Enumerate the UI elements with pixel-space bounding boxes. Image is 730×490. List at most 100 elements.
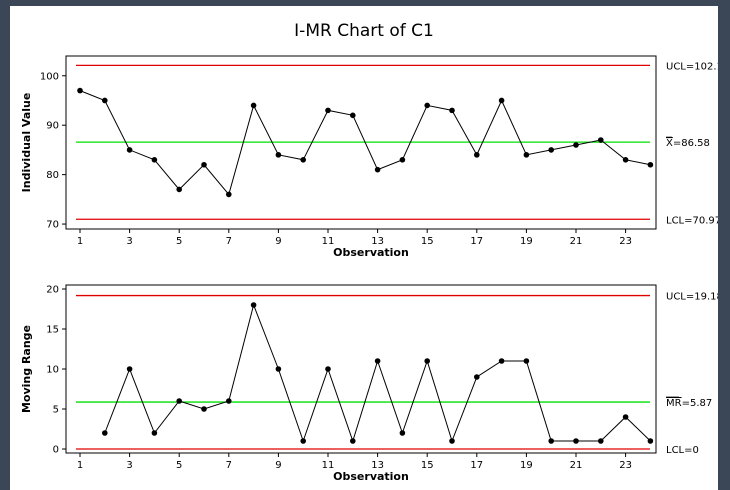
- data-point: [250, 102, 257, 109]
- lcl-label: LCL=0: [666, 445, 699, 456]
- x-tick-label: 15: [421, 460, 434, 471]
- y-tick-label: 80: [46, 170, 59, 181]
- lcl-label: LCL=70.97: [666, 215, 718, 226]
- x-tick-label: 21: [570, 236, 583, 247]
- center-label: X=86.58: [666, 138, 710, 149]
- x-axis-label: Observation: [333, 246, 409, 259]
- x-tick-label: 11: [322, 236, 335, 247]
- center-value: =86.58: [673, 138, 710, 149]
- center-symbol: X: [666, 138, 673, 149]
- y-tick-label: 70: [46, 220, 59, 231]
- x-tick-label: 3: [126, 460, 132, 471]
- y-tick-label: 90: [46, 121, 59, 132]
- x-tick-label: 17: [470, 460, 483, 471]
- x-tick-label: 15: [421, 236, 434, 247]
- data-point: [176, 398, 182, 404]
- center-label: MR=5.87: [666, 398, 712, 409]
- data-point: [548, 438, 554, 444]
- data-point: [374, 358, 381, 364]
- x-tick-label: 1: [77, 460, 83, 471]
- data-point: [300, 157, 307, 163]
- data-point: [350, 438, 356, 444]
- x-tick-label: 9: [275, 236, 281, 247]
- x-tick-label: 13: [371, 236, 384, 247]
- y-axis-label: Individual Value: [20, 93, 33, 193]
- data-point: [647, 438, 654, 444]
- x-tick-label: 7: [226, 460, 232, 471]
- data-point: [374, 166, 381, 173]
- x-tick-label: 23: [619, 236, 632, 247]
- data-point: [622, 414, 629, 420]
- ucl-label: UCL=102.1: [666, 61, 718, 72]
- data-point: [102, 430, 108, 436]
- data-point: [424, 102, 431, 109]
- data-point: [598, 438, 604, 444]
- x-tick-label: 5: [176, 236, 182, 247]
- data-point: [151, 157, 158, 163]
- data-point: [573, 438, 579, 444]
- x-tick-label: 17: [470, 236, 483, 247]
- data-point: [548, 147, 554, 153]
- y-tick-label: 5: [53, 405, 59, 416]
- y-tick-label: 20: [46, 285, 59, 296]
- x-tick-label: 9: [275, 460, 281, 471]
- data-point: [176, 186, 182, 193]
- data-point: [598, 137, 604, 143]
- data-point: [126, 147, 133, 153]
- x-tick-label: 19: [520, 460, 533, 471]
- data-point: [126, 366, 133, 372]
- data-point: [201, 161, 207, 168]
- x-tick-label: 1: [77, 236, 83, 247]
- center-value: =5.87: [682, 398, 713, 409]
- y-tick-label: 10: [46, 365, 59, 376]
- series-line: [79, 90, 651, 196]
- data-point: [300, 438, 307, 444]
- y-tick-label: 15: [46, 325, 59, 336]
- data-point: [523, 152, 530, 158]
- data-point: [275, 152, 282, 158]
- data-point: [102, 97, 108, 104]
- x-tick-label: 23: [619, 460, 632, 471]
- x-axis-label: Observation: [333, 470, 409, 483]
- data-point: [226, 191, 232, 198]
- y-tick-label: 0: [53, 445, 59, 456]
- data-point: [449, 107, 455, 114]
- chart-title: I-MR Chart of C1: [294, 21, 434, 41]
- ucl-label: UCL=19.18: [666, 292, 718, 303]
- x-tick-label: 7: [226, 236, 232, 247]
- y-axis-label: Moving Range: [20, 325, 33, 413]
- data-point: [498, 97, 505, 104]
- data-point: [399, 157, 406, 163]
- data-point: [226, 398, 232, 404]
- x-tick-label: 19: [520, 236, 533, 247]
- data-point: [151, 430, 158, 436]
- series-line: [104, 303, 651, 443]
- data-point: [275, 366, 282, 372]
- data-point: [250, 302, 257, 308]
- data-point: [325, 366, 331, 372]
- data-point: [523, 358, 530, 364]
- data-point: [647, 161, 654, 168]
- data-point: [622, 157, 629, 163]
- x-tick-label: 11: [322, 460, 335, 471]
- x-tick-label: 5: [176, 460, 182, 471]
- plot-frame: [65, 55, 657, 230]
- data-point: [399, 430, 406, 436]
- center-symbol: MR: [666, 398, 682, 409]
- data-point: [424, 358, 431, 364]
- data-point: [325, 107, 331, 114]
- x-tick-label: 3: [126, 236, 132, 247]
- data-point: [201, 406, 207, 412]
- data-point: [573, 142, 579, 148]
- data-point: [474, 152, 480, 158]
- data-point: [77, 87, 83, 94]
- y-tick-label: 100: [40, 71, 59, 82]
- x-tick-label: 21: [570, 460, 583, 471]
- data-point: [498, 358, 505, 364]
- data-point: [449, 438, 455, 444]
- plot-frame: [65, 284, 657, 454]
